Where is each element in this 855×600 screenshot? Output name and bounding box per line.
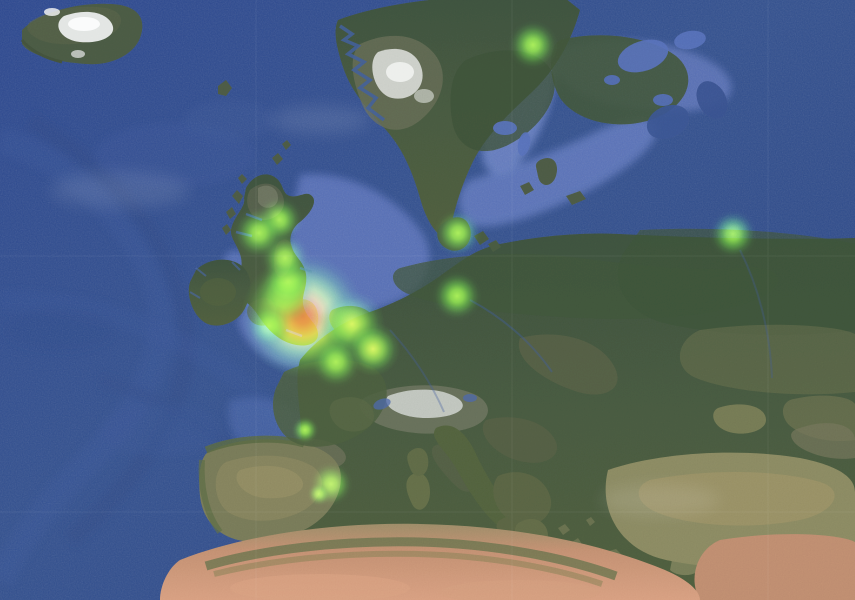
finland-lakes xyxy=(493,30,728,156)
cloud-wisps xyxy=(50,106,720,516)
iberia xyxy=(198,435,341,543)
faroe-islands xyxy=(218,80,232,96)
baltic-islands xyxy=(520,157,586,205)
ireland xyxy=(188,259,251,326)
scottish-isles xyxy=(222,140,291,235)
north-africa xyxy=(160,523,700,600)
crimea xyxy=(713,404,766,434)
iceland xyxy=(20,3,143,65)
landmasses xyxy=(20,0,855,600)
anatolia xyxy=(605,452,855,600)
